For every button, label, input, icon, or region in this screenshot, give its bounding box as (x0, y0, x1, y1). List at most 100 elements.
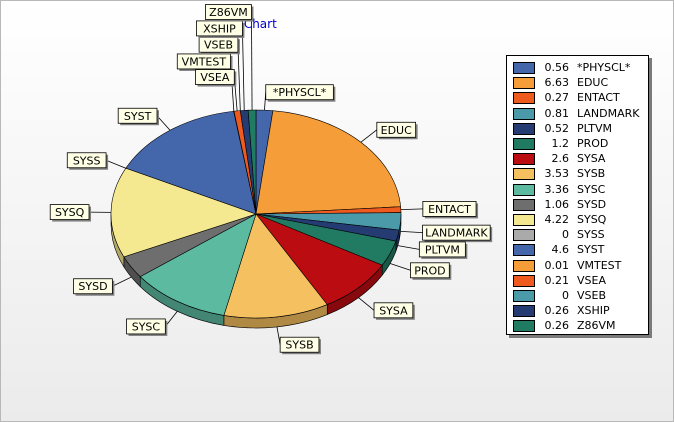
legend-value: 0.81 (539, 106, 569, 121)
label-text: SYSA (379, 304, 408, 317)
slice-label-sysq: SYSQ (50, 205, 91, 222)
slice-label-physcl: *PHYSCL* (266, 85, 336, 102)
legend-item[interactable]: 0.21 VSEA (513, 273, 647, 288)
legend-value: 0.01 (539, 258, 569, 273)
label-leader (238, 45, 240, 111)
label-leader (390, 263, 410, 270)
legend-item[interactable]: 0.26 Z86VM (513, 318, 647, 333)
legend-item[interactable]: 0 VSEB (513, 288, 647, 303)
slice-label-entact: ENTACT (423, 201, 478, 218)
label-leader (277, 327, 280, 345)
legend-value: 0 (539, 288, 569, 303)
legend-value: 0 (539, 227, 569, 242)
legend-label: VMTEST (577, 258, 621, 273)
label-text: SYSQ (55, 206, 85, 219)
legend-swatch (513, 138, 535, 150)
label-text: EDUC (381, 124, 412, 137)
slice-label-sysa: SYSA (374, 303, 415, 320)
legend-swatch (513, 62, 535, 74)
legend-swatch (513, 184, 535, 196)
legend-label: SYSC (577, 182, 605, 197)
legend-label: SYSD (577, 197, 606, 212)
legend-label: VSEB (577, 288, 606, 303)
legend-swatch (513, 214, 535, 226)
slice-label-pltvm: PLTVM (419, 242, 467, 259)
legend-swatch (513, 92, 535, 104)
label-text: VSEA (200, 71, 229, 84)
label-leader (358, 298, 374, 311)
legend-swatch (513, 199, 535, 211)
legend-label: VSEA (577, 273, 606, 288)
pie-slices (111, 110, 401, 318)
legend-value: 3.36 (539, 182, 569, 197)
legend-swatch (513, 108, 535, 120)
legend-swatch (513, 290, 535, 302)
legend-item[interactable]: 0.56 *PHYSCL* (513, 60, 647, 75)
slice-label-syss: SYSS (67, 153, 108, 170)
label-text: VMTEST (182, 55, 227, 68)
legend-item[interactable]: 4.6 SYST (513, 242, 647, 257)
label-leader (361, 130, 377, 142)
label-text: PLTVM (425, 243, 460, 256)
label-leader (242, 28, 244, 110)
legend-value: 4.6 (539, 242, 569, 257)
slice-label-prod: PROD (411, 263, 452, 280)
legend-value: 6.63 (539, 75, 569, 90)
legend-swatch (513, 305, 535, 317)
label-text: SYSS (73, 154, 101, 167)
legend-item[interactable]: 6.63 EDUC (513, 75, 647, 90)
legend-swatch (513, 77, 535, 89)
legend-label: Z86VM (577, 318, 616, 333)
legend-label: EDUC (577, 75, 608, 90)
slice-label-xship: XSHIP (196, 21, 244, 38)
legend-item[interactable]: 0.01 VMTEST (513, 258, 647, 273)
label-text: SYSB (285, 339, 313, 352)
legend-item[interactable]: 2.6 SYSA (513, 151, 647, 166)
legend-value: 0.26 (539, 303, 569, 318)
legend-label: *PHYSCL* (577, 60, 630, 75)
slice-label-landmark: LANDMARK (423, 225, 493, 242)
slice-label-sysb: SYSB (280, 337, 321, 354)
slice-label-sysc: SYSC (127, 319, 168, 336)
label-leader (401, 231, 423, 232)
legend-value: 2.6 (539, 151, 569, 166)
legend-item[interactable]: 0.52 PLTVM (513, 121, 647, 136)
label-text: XSHIP (203, 22, 236, 35)
slice-label-vmtest: VMTEST (177, 54, 232, 71)
legend-label: PLTVM (577, 121, 612, 136)
label-text: SYSC (132, 320, 161, 333)
label-leader (112, 277, 131, 286)
legend-swatch (513, 229, 535, 241)
slice-label-sysd: SYSD (74, 279, 115, 296)
legend-label: SYST (577, 242, 604, 257)
legend-item[interactable]: 3.36 SYSC (513, 182, 647, 197)
slice-label-syst: SYST (118, 108, 159, 125)
legend-value: 4.22 (539, 212, 569, 227)
legend-value: 0.27 (539, 90, 569, 105)
legend-value: 0.21 (539, 273, 569, 288)
legend-swatch (513, 260, 535, 272)
legend-swatch (513, 168, 535, 180)
label-leader (398, 246, 420, 250)
label-leader (401, 209, 423, 210)
legend-value: 0.26 (539, 318, 569, 333)
label-text: PROD (414, 264, 445, 277)
label-text: *PHYSCL* (273, 86, 327, 99)
label-text: ENTACT (428, 203, 471, 216)
legend-label: SYSA (577, 151, 605, 166)
legend-value: 0.56 (539, 60, 569, 75)
legend-label: PROD (577, 136, 608, 151)
legend-value: 0.52 (539, 121, 569, 136)
legend-swatch (513, 275, 535, 287)
legend-swatch (513, 123, 535, 135)
